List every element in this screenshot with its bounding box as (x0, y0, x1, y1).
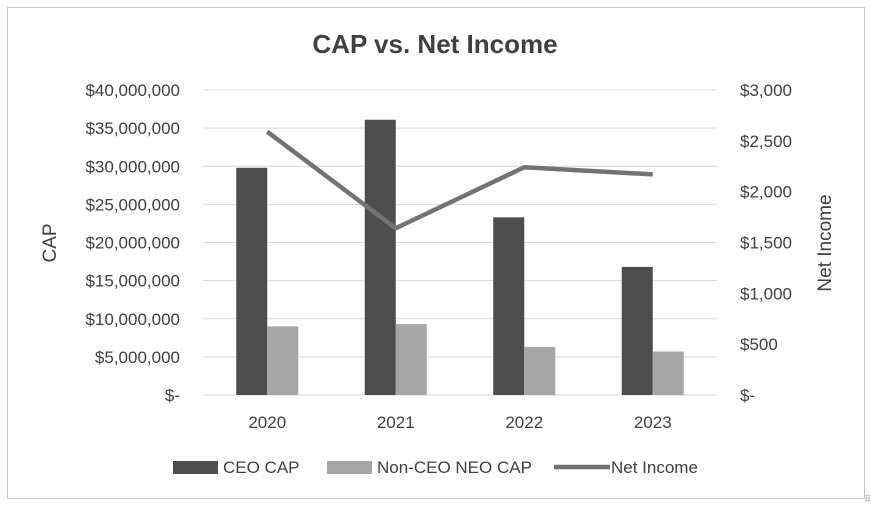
bar-ceo-cap (236, 167, 268, 395)
right-axis-label: Net Income (815, 194, 836, 291)
net-income-line (265, 129, 653, 231)
left-tick-label: $30,000,000 (85, 157, 180, 176)
left-tick-label: $15,000,000 (85, 272, 180, 291)
x-axis-ticks: 2020 2021 2022 2023 (248, 413, 671, 432)
left-tick-label: $10,000,000 (85, 310, 180, 329)
left-tick-label: $35,000,000 (85, 119, 180, 138)
left-tick-label: $20,000,000 (85, 234, 180, 253)
legend-label-net-income: Net Income (611, 458, 698, 477)
chart-frame (7, 7, 865, 499)
bar-ceo-cap (364, 119, 396, 396)
legend: CEO CAP Non-CEO NEO CAP Net Income (173, 458, 698, 477)
bar-non-ceo-neo-cap (524, 346, 556, 395)
right-tick-label: $500 (740, 335, 778, 354)
bar-non-ceo-neo-cap (267, 326, 299, 395)
resize-grip-icon: ⠿ (864, 495, 871, 505)
left-tick-label: $25,000,000 (85, 195, 180, 214)
chart-title: CAP vs. Net Income (312, 29, 557, 59)
right-tick-label: $1,000 (740, 284, 792, 303)
bar-ceo-cap (621, 266, 653, 395)
legend-swatch-ceo-cap (173, 461, 218, 474)
left-tick-label: $40,000,000 (85, 81, 180, 100)
x-tick-label: 2023 (634, 413, 672, 432)
bar-ceo-cap (493, 217, 525, 395)
net-income-line-group (265, 129, 653, 231)
x-tick-label: 2020 (248, 413, 286, 432)
left-tick-label: $5,000,000 (95, 348, 180, 367)
bars (236, 119, 684, 396)
legend-swatch-non-ceo-neo-cap (327, 461, 372, 474)
x-tick-label: 2022 (505, 413, 543, 432)
right-tick-label: $1,500 (740, 234, 792, 253)
x-tick-label: 2021 (377, 413, 415, 432)
left-tick-label: $- (165, 386, 180, 405)
left-axis-ticks: $- $5,000,000 $10,000,000 $15,000,000 $20,00… (85, 81, 180, 405)
right-tick-label: $2,500 (740, 132, 792, 151)
right-tick-label: $- (740, 386, 755, 405)
left-axis-label: CAP (40, 223, 61, 262)
legend-label-non-ceo-neo-cap: Non-CEO NEO CAP (377, 458, 532, 477)
right-tick-label: $3,000 (740, 81, 792, 100)
legend-label-ceo-cap: CEO CAP (223, 458, 300, 477)
bar-non-ceo-neo-cap (395, 324, 427, 395)
right-axis-ticks: $- $500 $1,000 $1,500 $2,000 $2,500 $3,000 (740, 81, 792, 405)
right-tick-label: $2,000 (740, 183, 792, 202)
bar-non-ceo-neo-cap (652, 351, 684, 395)
